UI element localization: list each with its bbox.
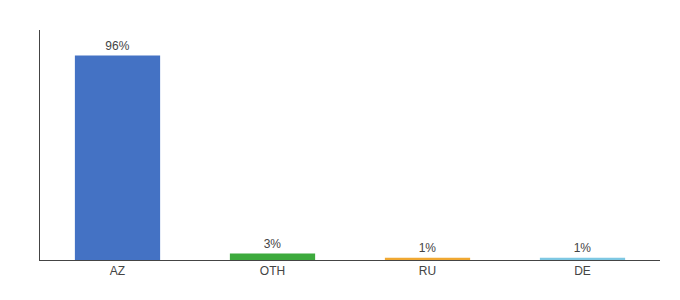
svg-text:1%: 1% xyxy=(419,241,437,255)
svg-text:1%: 1% xyxy=(574,241,592,255)
svg-text:3%: 3% xyxy=(264,237,282,251)
svg-text:DE: DE xyxy=(574,264,591,278)
svg-text:AZ: AZ xyxy=(110,264,125,278)
svg-text:OTH: OTH xyxy=(260,264,285,278)
svg-text:96%: 96% xyxy=(105,39,129,53)
svg-text:RU: RU xyxy=(419,264,436,278)
